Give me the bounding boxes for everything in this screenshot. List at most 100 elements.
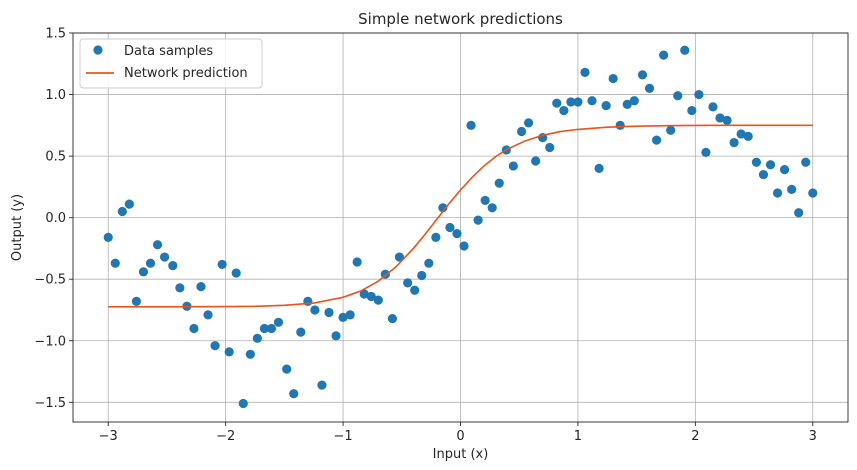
y-tick-label: −1.5 xyxy=(34,396,66,411)
data-point xyxy=(687,105,697,116)
y-axis-label: Output (y) xyxy=(10,194,25,261)
data-point xyxy=(103,232,113,242)
data-point xyxy=(152,240,163,250)
data-point xyxy=(722,115,732,126)
data-point xyxy=(787,184,797,194)
data-point xyxy=(729,137,739,148)
data-point xyxy=(594,163,604,174)
data-point xyxy=(736,129,746,139)
data-point xyxy=(808,188,818,198)
data-point xyxy=(417,270,427,281)
data-point xyxy=(310,305,320,315)
data-point xyxy=(573,97,583,107)
legend-marker-data-samples xyxy=(93,45,103,55)
data-point xyxy=(566,97,576,107)
plot-frame xyxy=(72,32,849,423)
data-point xyxy=(473,215,483,225)
data-point xyxy=(296,327,306,337)
data-point xyxy=(680,45,690,55)
data-point xyxy=(159,252,170,262)
data-point xyxy=(217,259,227,270)
data-point xyxy=(231,268,241,278)
data-point xyxy=(438,203,448,213)
data-point xyxy=(637,70,648,80)
data-point xyxy=(324,307,334,318)
x-axis: −3 −2 −1 0 1 2 3 xyxy=(99,422,817,444)
x-tick-label: −3 xyxy=(99,429,118,444)
data-point xyxy=(779,165,790,175)
data-point xyxy=(615,120,625,130)
x-axis-label: Input (x) xyxy=(433,447,489,462)
y-axis: −1.5 −1.0 −0.5 0.0 0.5 1.0 1.5 xyxy=(34,27,73,411)
y-tick-label: −1.0 xyxy=(34,334,66,349)
data-point xyxy=(196,281,206,292)
x-tick-label: −1 xyxy=(333,429,352,444)
data-point xyxy=(622,99,632,109)
data-point xyxy=(189,323,199,334)
data-point xyxy=(694,89,704,100)
data-point xyxy=(608,73,618,84)
data-point xyxy=(110,258,120,268)
y-tick-label: 0.5 xyxy=(45,150,66,165)
data-point xyxy=(659,50,669,60)
data-point xyxy=(289,389,299,399)
data-point xyxy=(431,232,441,242)
data-point xyxy=(701,147,711,158)
data-point xyxy=(303,296,313,306)
chart-title: Simple network predictions xyxy=(358,10,563,28)
data-point xyxy=(715,113,725,123)
data-point xyxy=(559,105,569,116)
data-point xyxy=(387,313,397,324)
legend-label-data-samples: Data samples xyxy=(124,44,213,59)
x-tick-label: 0 xyxy=(456,429,464,444)
data-point xyxy=(644,83,655,93)
legend-box xyxy=(79,38,263,89)
data-point xyxy=(651,135,662,145)
data-point xyxy=(494,178,504,188)
data-point xyxy=(175,283,185,293)
data-point xyxy=(552,98,562,108)
data-point xyxy=(252,333,262,343)
data-point xyxy=(403,278,413,288)
data-point xyxy=(743,131,753,142)
data-point xyxy=(338,312,348,322)
data-point xyxy=(587,96,597,106)
data-point xyxy=(266,323,277,334)
data-point xyxy=(210,341,220,351)
data-point xyxy=(366,291,376,302)
y-tick-label: 1.5 xyxy=(45,27,66,42)
data-point xyxy=(138,267,149,277)
data-point xyxy=(765,160,776,170)
data-point xyxy=(259,323,270,334)
data-point xyxy=(345,310,355,320)
legend: Data samples Network prediction xyxy=(79,38,263,89)
data-point xyxy=(516,126,527,137)
data-point xyxy=(452,229,462,239)
data-point xyxy=(531,156,541,166)
data-point xyxy=(359,289,369,299)
data-point xyxy=(751,157,762,167)
data-point xyxy=(758,169,769,180)
data-point xyxy=(794,208,804,218)
data-point xyxy=(459,241,469,251)
data-point xyxy=(487,203,497,213)
data-point xyxy=(394,252,405,262)
data-point xyxy=(124,199,134,209)
data-point xyxy=(466,120,476,130)
data-point xyxy=(317,380,327,390)
data-point xyxy=(673,91,683,101)
data-point xyxy=(629,96,639,106)
scatter-points xyxy=(103,45,818,409)
x-tick-label: 3 xyxy=(809,429,817,444)
data-point xyxy=(238,398,248,409)
x-tick-label: 1 xyxy=(574,429,582,444)
data-point xyxy=(117,206,127,217)
data-point xyxy=(524,118,534,128)
x-tick-label: −2 xyxy=(216,429,235,444)
data-point xyxy=(282,364,292,374)
grid xyxy=(73,32,848,422)
y-tick-label: 1.0 xyxy=(45,88,66,103)
data-point xyxy=(331,331,341,341)
legend-label-network-prediction: Network prediction xyxy=(124,66,248,81)
network-prediction-line xyxy=(108,124,813,308)
